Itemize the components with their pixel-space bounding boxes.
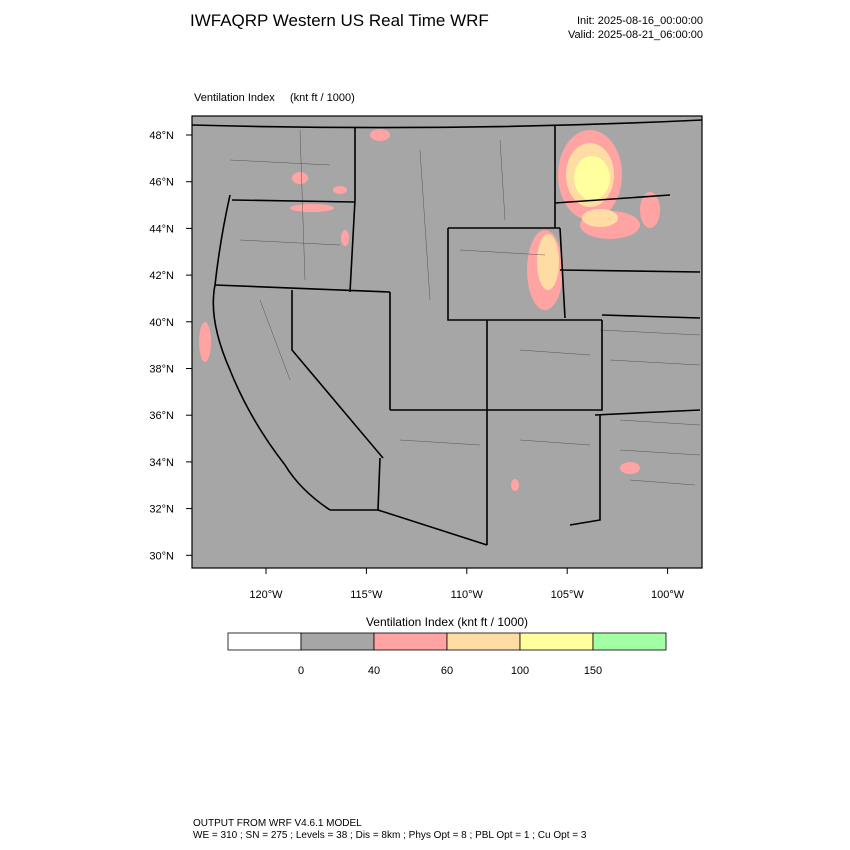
lat-label: 38°N <box>149 364 174 376</box>
field-blobs <box>199 129 660 491</box>
colorbar-tick-label: 100 <box>511 665 529 677</box>
lon-label: 105°W <box>551 589 585 601</box>
footer-line1: OUTPUT FROM WRF V4.6.1 MODEL <box>193 818 362 829</box>
colorbar-swatch <box>592 632 667 651</box>
colorbar: 0 40 60 100 150 <box>227 632 667 677</box>
map-frame <box>191 115 703 569</box>
init-time: Init: 2025-08-16_00:00:00 <box>577 15 703 27</box>
lat-label: 32°N <box>149 504 174 516</box>
colorbar-swatch <box>373 632 448 651</box>
lat-label: 40°N <box>149 317 174 329</box>
state-boundaries <box>191 119 703 546</box>
lon-label: 115°W <box>350 589 383 601</box>
lat-labels: 48°N 46°N 44°N 42°N 40°N 38°N 36°N 34°N 32°N 30°N <box>149 130 192 562</box>
colorbar-swatch <box>300 632 375 651</box>
colorbar-swatch <box>227 632 302 651</box>
colorbar-title: Ventilation Index (knt ft / 1000) <box>366 615 528 629</box>
title: IWFAQRP Western US Real Time WRF <box>190 11 489 30</box>
colorbar-tick-label: 40 <box>368 665 380 677</box>
colorbar-tick-label: 0 <box>298 665 304 677</box>
lon-labels: 120°W 115°W 110°W 105°W 100°W <box>249 568 685 601</box>
lat-label: 44°N <box>149 223 174 235</box>
lat-label: 46°N <box>149 177 174 189</box>
map-background <box>192 116 702 568</box>
lat-label: 34°N <box>149 457 174 469</box>
lat-label: 36°N <box>149 410 174 422</box>
lon-label: 120°W <box>249 589 283 601</box>
colorbar-swatch <box>519 632 594 651</box>
lon-label: 110°W <box>451 589 484 601</box>
map-label: Ventilation Index <box>194 92 275 104</box>
footer-line2: WE = 310 ; SN = 275 ; Levels = 38 ; Dis … <box>193 830 587 841</box>
county-lines <box>229 129 701 486</box>
map-units: (knt ft / 1000) <box>290 92 355 104</box>
valid-time: Valid: 2025-08-21_06:00:00 <box>568 29 703 41</box>
lat-label: 42°N <box>149 270 174 282</box>
colorbar-tick-label: 150 <box>584 665 602 677</box>
colorbar-swatch <box>446 632 521 651</box>
colorbar-tick-label: 60 <box>441 665 453 677</box>
lat-label: 48°N <box>149 130 174 142</box>
lat-label: 30°N <box>149 550 174 562</box>
lon-label: 100°W <box>651 589 685 601</box>
